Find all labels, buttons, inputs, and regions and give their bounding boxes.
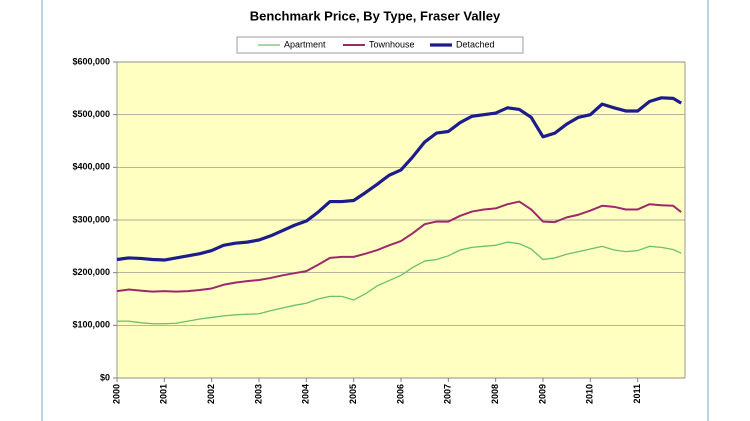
- legend-label: Detached: [456, 39, 495, 49]
- x-tick-label: 2003: [253, 384, 263, 404]
- x-tick-label: 2007: [443, 384, 453, 404]
- legend-label: Townhouse: [369, 39, 415, 49]
- y-tick-label: $400,000: [72, 162, 110, 172]
- chart-title: Benchmark Price, By Type, Fraser Valley: [250, 8, 501, 23]
- x-tick-label: 2000: [111, 384, 121, 404]
- x-tick-label: 2005: [348, 384, 358, 404]
- y-tick-label: $600,000: [72, 56, 110, 66]
- x-tick-label: 2004: [301, 384, 311, 404]
- series-line: [116, 200, 682, 293]
- legend-box: [236, 36, 524, 54]
- legend-label: Apartment: [284, 39, 326, 49]
- series-line: [116, 96, 683, 262]
- y-tick-label: $500,000: [72, 109, 110, 119]
- y-tick-label: $0: [100, 372, 110, 382]
- y-tick-label: $300,000: [72, 214, 110, 224]
- y-tick-label: $200,000: [72, 267, 110, 277]
- series-line: [117, 241, 682, 325]
- y-tick-label: $100,000: [72, 320, 110, 330]
- x-tick-label: 2010: [585, 384, 595, 404]
- x-tick-label: 2011: [632, 384, 642, 404]
- x-tick-label: 2006: [395, 384, 405, 404]
- x-tick-label: 2001: [159, 384, 169, 404]
- x-tick-label: 2002: [206, 384, 216, 404]
- x-tick-label: 2009: [537, 384, 547, 404]
- x-tick-label: 2008: [490, 384, 500, 404]
